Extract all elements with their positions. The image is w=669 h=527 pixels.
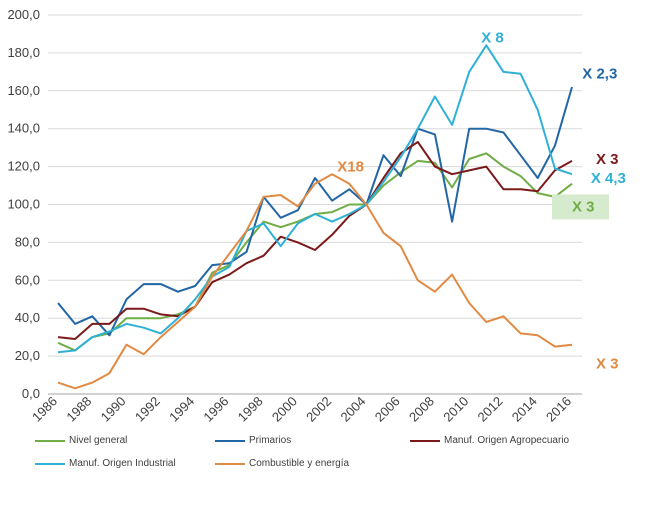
y-tick-label: 40,0	[15, 310, 40, 325]
x-tick-label: 1990	[98, 394, 129, 425]
series-line-combustible-y-energ-a	[57, 173, 573, 390]
annotation-label: X 8	[481, 30, 504, 47]
x-tick-label: 2010	[440, 394, 471, 425]
x-tick-label: 2004	[337, 394, 368, 425]
y-tick-label: 60,0	[15, 272, 40, 287]
x-tick-labels: 1986 1988 1990 1992 1994 1996 1998 2000 2002 2004…	[29, 394, 574, 425]
series-lines	[57, 44, 573, 390]
x-tick-label: 2016	[543, 394, 574, 425]
x-tick-label: 1992	[132, 394, 163, 425]
annotations: X 8 X 2,3 X18 X 3 X 4,3 X 3 X 3	[337, 30, 626, 373]
x-tick-label: 1996	[200, 394, 231, 425]
legend-swatch	[410, 439, 440, 442]
series-line-manuf-origen-industrial	[57, 44, 573, 354]
x-tick-label: 2000	[269, 394, 300, 425]
annotation-label: X18	[337, 159, 364, 176]
y-tick-labels: 0,0 20,0 40,0 60,0 80,0 100,0 120,0 140,0 160,0 1…	[7, 7, 40, 401]
series-line-primarios	[57, 86, 573, 337]
y-tick-label: 180,0	[7, 45, 40, 60]
annotation-label: X 4,3	[591, 170, 626, 187]
annotation-label: X 3	[596, 151, 619, 168]
x-tick-label: 1994	[166, 394, 197, 425]
legend-item: Manuf. Origen Agropecuario	[410, 435, 569, 446]
y-tick-label: 0,0	[22, 386, 40, 401]
legend-item: Manuf. Origen Industrial	[35, 458, 176, 469]
y-tick-label: 140,0	[7, 121, 40, 136]
legend-label: Nivel general	[69, 435, 128, 446]
y-tick-label: 80,0	[15, 234, 40, 249]
x-tick-label: 2008	[406, 394, 437, 425]
x-tick-label: 1998	[235, 394, 266, 425]
legend-item: Nivel general	[35, 435, 127, 446]
x-tick-label: 2006	[372, 394, 403, 425]
y-tick-label: 160,0	[7, 83, 40, 98]
y-tick-label: 100,0	[7, 197, 40, 212]
x-tick-label: 1988	[63, 394, 94, 425]
legend-label: Primarios	[249, 435, 292, 446]
y-tick-label: 120,0	[7, 159, 40, 174]
annotation-label: X 3	[596, 356, 619, 373]
x-tick-label: 2014	[509, 394, 540, 425]
annotation-label: X 2,3	[582, 66, 617, 83]
legend-swatch	[215, 439, 245, 442]
legend-label: Manuf. Origen Agropecuario	[444, 435, 570, 446]
legend-item: Primarios	[215, 435, 291, 446]
legend-item: Combustible y energía	[215, 458, 349, 469]
annotation-box	[552, 194, 609, 220]
legend-swatch	[215, 462, 245, 465]
x-tick-label: 2012	[475, 394, 506, 425]
y-tick-label: 200,0	[7, 7, 40, 22]
y-tick-label: 20,0	[15, 348, 40, 363]
x-tick-label: 2002	[303, 394, 334, 425]
annotation-label: X 3	[572, 198, 595, 215]
legend-label: Combustible y energía	[249, 458, 350, 469]
series-line-manuf-origen-agropecuario	[57, 141, 573, 340]
legend-swatch	[35, 439, 65, 442]
legend-swatch	[35, 462, 65, 465]
legend-label: Manuf. Origen Industrial	[69, 458, 176, 469]
